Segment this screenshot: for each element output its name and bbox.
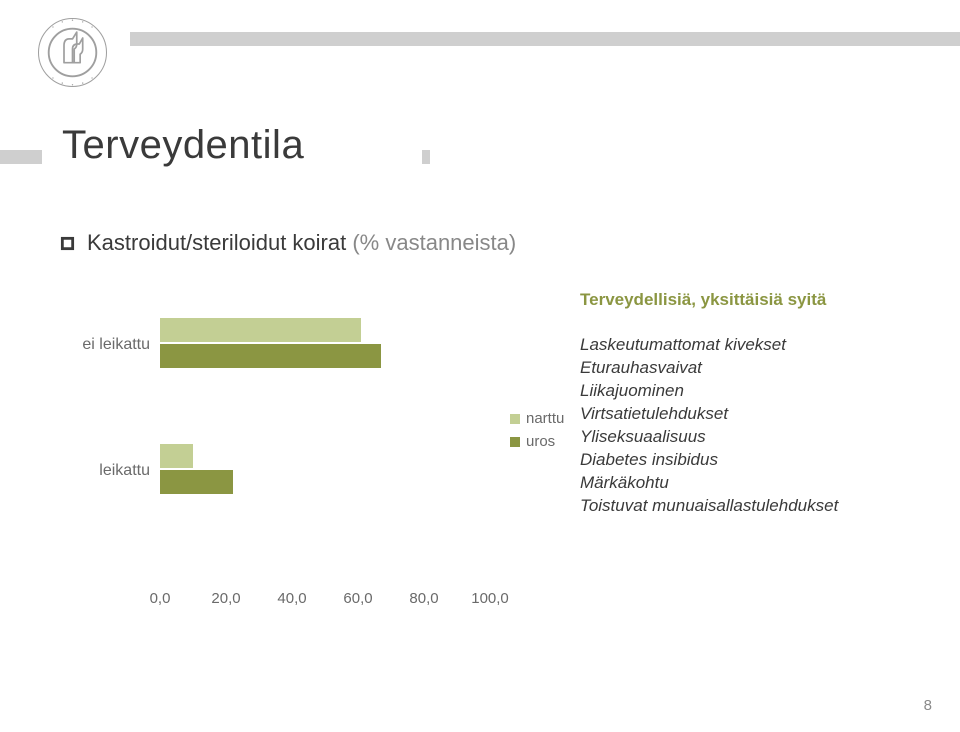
chart-bar xyxy=(160,344,381,368)
chart-x-tick: 100,0 xyxy=(471,590,509,607)
sidebox-list-item: Märkäkohtu xyxy=(580,472,920,495)
sidebox-list-item: Eturauhasvaivat xyxy=(580,357,920,380)
chart-bar xyxy=(160,444,193,468)
chart-category-label: leikattu xyxy=(50,462,150,480)
bullet-icon xyxy=(60,236,75,251)
legend-swatch xyxy=(510,437,520,447)
chart-plot-area: ei leikattuleikattu xyxy=(160,300,490,580)
bullet-row: Kastroidut/steriloidut koirat (% vastann… xyxy=(60,230,516,256)
chart-x-tick: 20,0 xyxy=(211,590,240,607)
sidebox-list-item: Liikajuominen xyxy=(580,380,920,403)
sidebox-list: Laskeutumattomat kiveksetEturauhasvaivat… xyxy=(580,334,920,518)
chart-x-tick: 40,0 xyxy=(277,590,306,607)
slide-page: Terveydentila Kastroidut/steriloidut koi… xyxy=(0,0,960,732)
chart-x-axis: 0,020,040,060,080,0100,0 xyxy=(160,590,490,610)
org-logo xyxy=(30,10,115,95)
top-band xyxy=(130,32,960,46)
legend-item: narttu xyxy=(510,410,564,427)
sidebox-list-item: Toistuvat munuaisallastulehdukset xyxy=(580,495,920,518)
sidebox-list-item: Yliseksuaalisuus xyxy=(580,426,920,449)
sidebox-list-item: Laskeutumattomat kivekset xyxy=(580,334,920,357)
sidebox-list-item: Virtsatietulehdukset xyxy=(580,403,920,426)
chart-bar xyxy=(160,318,361,342)
chart-bar xyxy=(160,470,233,494)
bullet-main: Kastroidut/steriloidut koirat xyxy=(87,230,346,255)
legend-label: uros xyxy=(526,433,555,450)
legend-label: narttu xyxy=(526,410,564,427)
chart-category-label: ei leikattu xyxy=(50,336,150,354)
sidebox-list-item: Diabetes insibidus xyxy=(580,449,920,472)
legend-item: uros xyxy=(510,433,564,450)
bullet-text: Kastroidut/steriloidut koirat (% vastann… xyxy=(87,230,516,256)
bar-chart: ei leikattuleikattu 0,0 20,0 40,0 60,0 80,0 1… xyxy=(60,300,540,630)
chart-x-tick: 60,0 xyxy=(343,590,372,607)
chart-x-tick: 0,0 xyxy=(150,590,171,607)
chart-legend: narttu uros xyxy=(510,410,564,456)
page-number: 8 xyxy=(924,697,932,714)
title-box: Terveydentila xyxy=(42,110,422,180)
bullet-paren: (% vastanneista) xyxy=(352,230,516,255)
reasons-sidebox: Terveydellisiä, yksittäisiä syitä Laskeu… xyxy=(580,290,920,518)
sidebox-title: Terveydellisiä, yksittäisiä syitä xyxy=(580,290,920,310)
page-title: Terveydentila xyxy=(62,123,304,168)
chart-x-tick: 80,0 xyxy=(409,590,438,607)
legend-swatch xyxy=(510,414,520,424)
